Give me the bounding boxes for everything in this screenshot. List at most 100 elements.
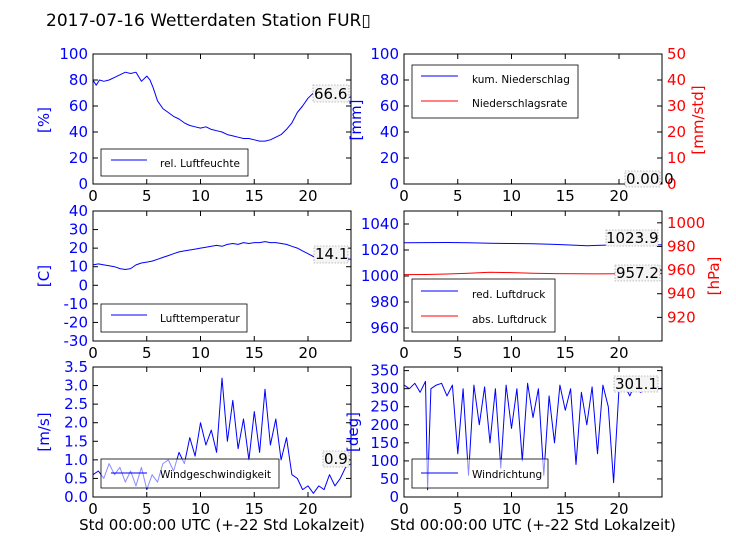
- temperature-ytick-label-6: 30: [69, 221, 88, 239]
- humidity-last-value: 66.6: [314, 85, 347, 103]
- winddir-ytick-label-6: 300: [370, 380, 399, 398]
- windspeed-ytick-label-1: 0.5: [64, 469, 88, 487]
- winddir-xtick-label-4: 20: [609, 500, 628, 518]
- temperature-ytick-label-3: 0: [78, 276, 88, 294]
- pressure-xtick-label-2: 10: [502, 344, 521, 362]
- pressure-ytick-right-label-4: 1000: [667, 214, 705, 232]
- precip-ylabel-right: [mm/std]: [689, 85, 707, 154]
- humidity-legend-label: rel. Luftfeuchte: [160, 158, 240, 170]
- precip-ytick-label-2: 40: [380, 123, 399, 141]
- pressure-ytick-right-label-2: 960: [667, 261, 696, 279]
- precip-ticks: 0 5 10 15 20 0 20 40 60 80 100 0 10 20 30 40 50: [370, 45, 686, 205]
- windspeed-ytick-label-7: 3.5: [64, 358, 88, 376]
- panel-precip: 0 5 10 15 20 0 20 40 60 80 100 0 10 20 30 40 50 [mm] [mm…: [347, 45, 707, 205]
- figure-title: 2017-07-16 Wetterdaten Station FUR▯: [46, 11, 371, 31]
- windspeed-ytick-label-5: 2.5: [64, 395, 88, 413]
- precip-xtick-label-4: 20: [609, 187, 628, 205]
- precip-xtick-label-3: 15: [556, 187, 575, 205]
- temperature-ytick-label-0: -30: [64, 332, 89, 350]
- temperature-series: [92, 241, 351, 270]
- temperature-last-value: 14.1: [315, 245, 348, 263]
- temperature-legend-label: Lufttemperatur: [160, 313, 240, 325]
- winddir-last-value: 301.1: [615, 375, 658, 393]
- windspeed-axes-frame: [92, 366, 352, 498]
- winddir-xtick-label-0: 0: [399, 500, 409, 518]
- precip-ytick-right-label-2: 20: [667, 123, 686, 141]
- winddir-ytick-label-4: 200: [370, 416, 399, 434]
- windspeed-last-value-box: [322, 450, 350, 468]
- precip-last-value-box: [624, 170, 661, 188]
- windspeed-last-value: 0.9: [324, 450, 348, 468]
- humidity-ytick-label-4: 80: [69, 71, 88, 89]
- windspeed-ytick-label-4: 2.0: [64, 414, 88, 432]
- precip-ytick-label-3: 60: [380, 97, 399, 115]
- precip-ytick-right-label-5: 50: [667, 45, 686, 63]
- humidity-xtick-label-1: 5: [142, 187, 152, 205]
- precip-last-value: 0.00.0: [626, 170, 674, 188]
- temperature-ytick-label-4: 10: [69, 258, 88, 276]
- temperature-xtick-label-2: 10: [191, 344, 210, 362]
- pressure-legend-label-2: abs. Luftdruck: [472, 314, 548, 326]
- temperature-xtick-label-3: 15: [245, 344, 264, 362]
- windspeed-ytick-label-2: 1.0: [64, 451, 88, 469]
- winddir-legend-label: Windrichtung: [472, 469, 542, 481]
- humidity-ytick-label-5: 100: [59, 45, 88, 63]
- winddir-ytick-label-2: 100: [370, 452, 399, 470]
- precip-ytick-right-label-4: 40: [667, 71, 686, 89]
- precip-legend-label-1: kum. Niederschlag: [472, 74, 570, 86]
- panel-humidity: 0 5 10 15 20 0 20 40 60 80 100 [%] rel. Luftfeucht…: [35, 45, 352, 205]
- humidity-ylabel: [%]: [35, 107, 53, 133]
- windspeed-ytick-label-6: 3.0: [64, 377, 88, 395]
- winddir-ytick-label-0: 0: [389, 488, 399, 506]
- precip-xtick-label-0: 0: [399, 187, 409, 205]
- precip-ytick-label-0: 0: [389, 175, 399, 193]
- temperature-ytick-label-5: 20: [69, 239, 88, 257]
- pressure-xtick-label-3: 15: [556, 344, 575, 362]
- pressure-last-value-1: 1023.9: [606, 229, 659, 247]
- precip-ytick-right-label-1: 10: [667, 149, 686, 167]
- windspeed-xtick-label-3: 15: [245, 500, 264, 518]
- temperature-ytick-label-7: 40: [69, 202, 88, 220]
- precip-ytick-label-4: 80: [380, 71, 399, 89]
- precip-legend-label-2: Niederschlagsrate: [472, 98, 567, 110]
- humidity-series: [92, 71, 352, 142]
- panel-pressure: 0 5 10 15 20 960 980 1000 1020 1040 920 940 960 980 10…: [361, 210, 723, 362]
- pressure-ytick-right-label-3: 980: [667, 237, 696, 255]
- humidity-series-0-line: [92, 71, 352, 142]
- pressure-ylabel-right: [hPa]: [705, 257, 723, 296]
- humidity-ytick-label-1: 20: [69, 149, 88, 167]
- precip-ytick-right-label-0: 0: [667, 175, 677, 193]
- winddir-xtick-label-1: 5: [453, 500, 463, 518]
- winddir-ytick-label-3: 150: [370, 434, 399, 452]
- humidity-ticks: 0 5 10 15 20 0 20 40 60 80 100: [59, 45, 351, 205]
- windspeed-ytick-label-0: 0.0: [64, 488, 88, 506]
- temperature-ylabel: [C]: [35, 265, 53, 287]
- humidity-ytick-label-3: 60: [69, 97, 88, 115]
- windspeed-ylabel: [m/s]: [35, 412, 53, 451]
- windspeed-ytick-label-3: 1.5: [64, 432, 88, 450]
- precip-xtick-label-2: 10: [502, 187, 521, 205]
- pressure-last-value-box-1: [605, 229, 659, 247]
- windspeed-xtick-label-0: 0: [88, 500, 98, 518]
- pressure-ytick-right-label-1: 940: [667, 285, 696, 303]
- humidity-legend: [100, 148, 249, 177]
- panel-windspeed: 0 5 10 15 20 0.00.51.01.52.02.53.03.5 [m/s] W…: [35, 358, 365, 534]
- windspeed-xlabel: Std 00:00:00 UTC (+-22 Std Lokalzeit): [79, 516, 365, 534]
- precip-ytick-label-5: 100: [370, 45, 399, 63]
- humidity-ytick-label-2: 40: [69, 123, 88, 141]
- temperature-legend: [100, 303, 248, 333]
- temperature-ytick-label-2: -10: [64, 295, 89, 313]
- temperature-series-0-line: [92, 241, 351, 270]
- pressure-last-value-box-2: [614, 264, 661, 282]
- temperature-xtick-label-0: 0: [88, 344, 98, 362]
- humidity-xtick-label-0: 0: [88, 187, 98, 205]
- winddir-xtick-label-3: 15: [556, 500, 575, 518]
- humidity-xtick-label-3: 15: [245, 187, 264, 205]
- temperature-xtick-label-4: 20: [298, 344, 317, 362]
- winddir-ytick-label-7: 350: [370, 362, 399, 380]
- winddir-ytick-label-1: 50: [380, 470, 399, 488]
- windspeed-legend-label: Windgeschwindigkeit: [160, 469, 271, 481]
- winddir-axes-frame: [403, 366, 663, 498]
